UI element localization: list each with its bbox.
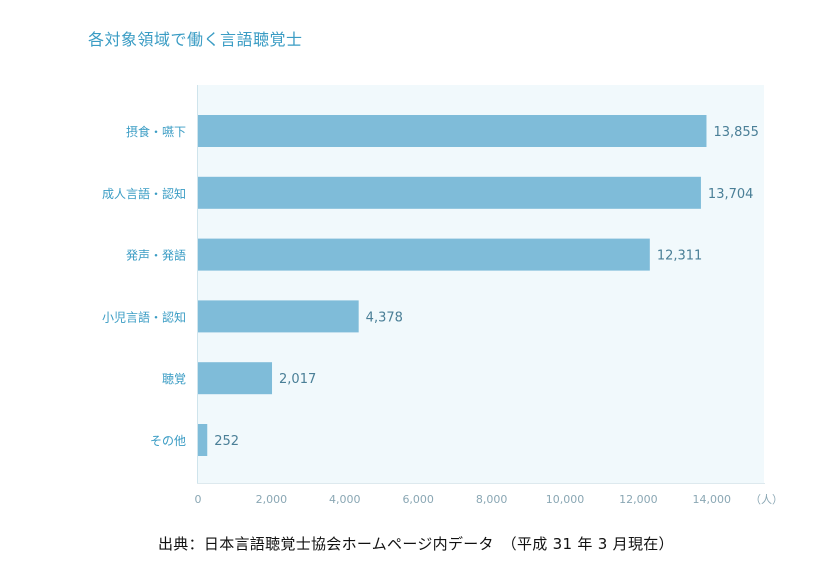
data-label: 13,704 <box>708 187 754 202</box>
data-label: 13,855 <box>713 125 759 140</box>
category-label: 小児言語・認知 <box>102 309 186 324</box>
bar-3 <box>198 238 650 271</box>
bar-1 <box>198 115 707 147</box>
x-tick-label: 2,000 <box>256 493 288 506</box>
x-tick-label: 12,000 <box>619 493 658 506</box>
x-tick-label: 0 <box>195 493 202 506</box>
bar-6 <box>198 424 208 456</box>
y-axis-line <box>197 85 198 483</box>
x-tick-label: 10,000 <box>546 493 585 506</box>
category-label: 摂食・嚥下 <box>126 124 186 139</box>
category-label: 発声・発語 <box>126 248 186 263</box>
bar-4 <box>198 300 359 333</box>
data-label: 12,311 <box>657 249 703 264</box>
bar-5 <box>198 362 273 395</box>
data-label: 2,017 <box>279 372 316 387</box>
x-tick-label: 14,000 <box>693 493 732 506</box>
chart-title: 各対象領域で働く言語聴覚士 <box>88 30 303 49</box>
plot-area <box>198 85 764 483</box>
source-note: 出典：日本言語聴覚士協会ホームページ内データ （平成 31 年 3 月現在） <box>158 535 674 553</box>
x-tick-label: 8,000 <box>476 493 508 506</box>
bar-2 <box>198 176 701 209</box>
category-label: その他 <box>150 434 186 448</box>
category-label: 成人言語・認知 <box>102 186 186 201</box>
x-tick-label: 4,000 <box>329 493 361 506</box>
data-label: 4,378 <box>366 310 403 325</box>
data-label: 252 <box>214 434 239 449</box>
x-tick-label: 6,000 <box>402 493 434 506</box>
x-axis-line <box>197 483 765 484</box>
category-label: 聴覚 <box>162 372 186 386</box>
x-axis-unit: （人） <box>750 493 783 506</box>
